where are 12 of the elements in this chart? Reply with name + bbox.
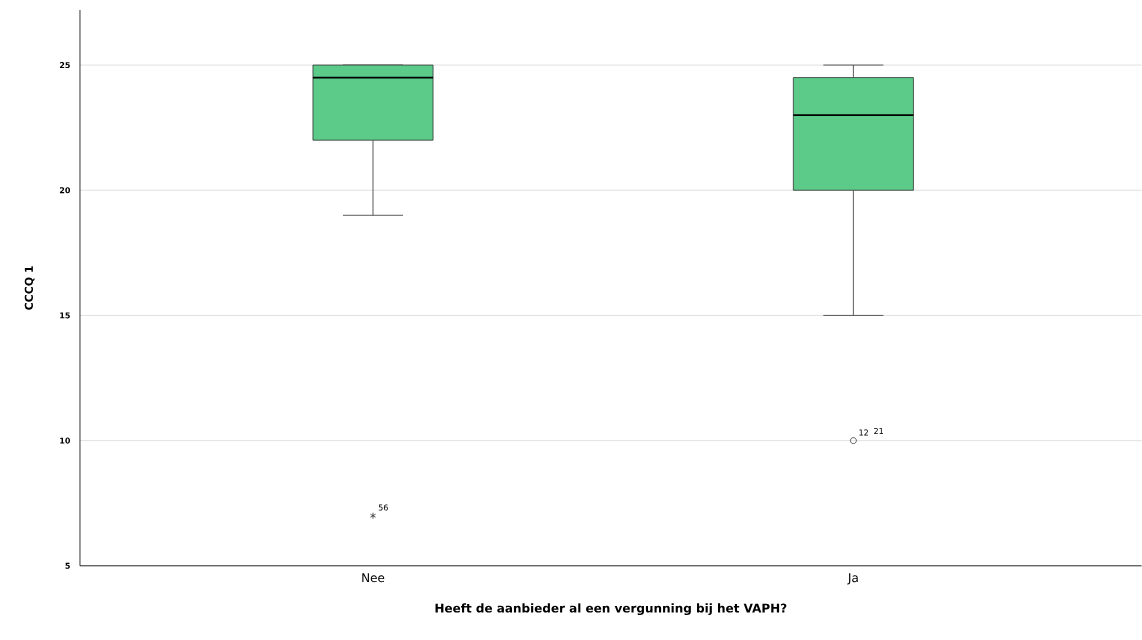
x-tick-label: Ja xyxy=(847,573,858,585)
y-tick-label: 25 xyxy=(59,62,70,69)
y-tick-label: 20 xyxy=(59,187,71,194)
annotation: 21 xyxy=(874,428,883,435)
x-axis-title: Heeft de aanbieder al een vergunning bij het VAPH? xyxy=(435,603,787,616)
y-tick-label: 5 xyxy=(65,562,70,569)
annotation: 56 xyxy=(378,504,388,511)
y-tick-label: 15 xyxy=(60,312,70,319)
x-tick-label: Nee xyxy=(362,573,385,583)
y-tick-label: 10 xyxy=(60,437,71,444)
y-axis-title: CCCQ 1 xyxy=(24,266,35,310)
annotation: 12 xyxy=(859,429,868,436)
